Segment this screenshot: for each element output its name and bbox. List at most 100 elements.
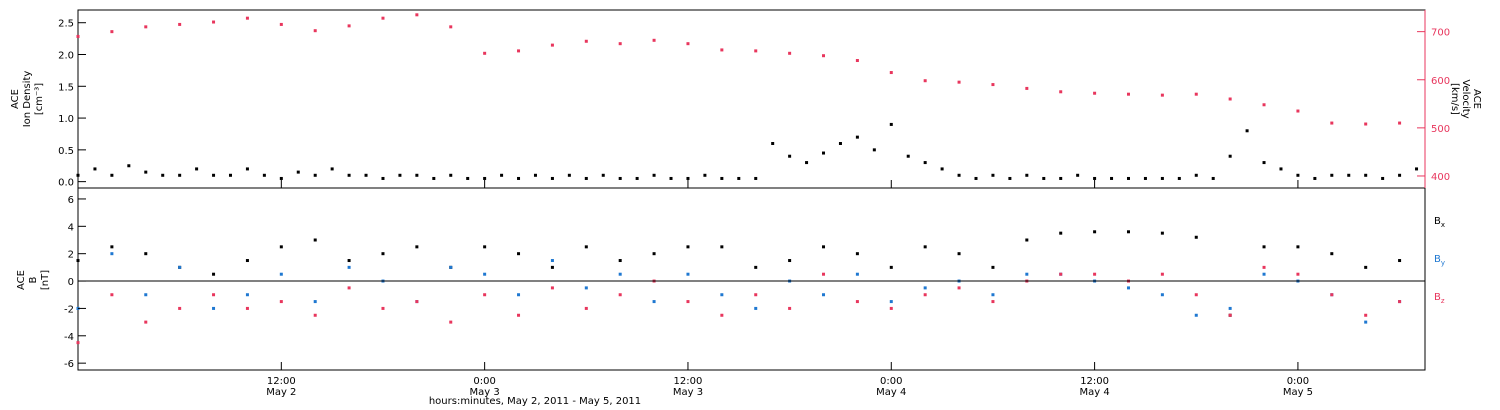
bx-point (245, 259, 249, 263)
density-point (584, 176, 588, 180)
x-tick-label-time: 12:00 (674, 376, 703, 387)
bx-point (76, 259, 80, 263)
density-tick-label: 0.5 (58, 146, 74, 157)
velocity-tick-label: 700 (1431, 28, 1450, 39)
b-tick-label: -2 (64, 304, 74, 315)
velocity-point (1194, 92, 1198, 96)
bx-point (483, 245, 487, 249)
bx-point (855, 252, 859, 256)
density-point (974, 176, 978, 180)
b-axis-title-1: ACE (16, 270, 27, 290)
bz-point (957, 286, 961, 290)
density-point (703, 173, 707, 177)
density-point (466, 176, 470, 180)
density-point (1042, 176, 1046, 180)
density-tick-label: 1.5 (58, 82, 74, 93)
velocity-point (415, 13, 419, 17)
bz-point (449, 320, 453, 324)
bx-point (1262, 245, 1266, 249)
bx-point (347, 259, 351, 263)
velocity-point (618, 42, 622, 46)
velocity-tick-label: 500 (1431, 124, 1450, 135)
by-point (1025, 272, 1029, 276)
velocity-point (754, 49, 758, 53)
bz-point (991, 300, 995, 304)
bz-point (618, 293, 622, 297)
bx-point (212, 272, 216, 276)
b-tick-label: 6 (68, 195, 74, 206)
density-point (1313, 176, 1317, 180)
bx-point (279, 245, 283, 249)
density-point (1126, 176, 1130, 180)
density-point (500, 173, 504, 177)
b-tick-label: 4 (68, 222, 74, 233)
velocity-point (720, 48, 724, 52)
bz-point (923, 293, 927, 297)
density-point (652, 173, 656, 177)
density-series (76, 122, 1419, 180)
density-point (262, 173, 266, 177)
density-point (940, 167, 944, 171)
bx-point (584, 245, 588, 249)
density-tick-label: 2.0 (58, 51, 74, 62)
density-point (788, 154, 792, 158)
density-point (279, 176, 283, 180)
density-point (1110, 176, 1114, 180)
density-point (1211, 176, 1215, 180)
by-point (1228, 306, 1232, 310)
by-point (618, 272, 622, 276)
bx-series (76, 230, 1402, 317)
top-panel-frame (77, 9, 1426, 189)
bx-point (991, 265, 995, 269)
velocity-axis-title-3: [km/s] (1449, 83, 1460, 115)
density-point (1364, 173, 1368, 177)
bz-point (1262, 265, 1266, 269)
bz-point (1364, 313, 1368, 317)
by-point (483, 272, 487, 276)
bottom-panel-frame (77, 187, 1426, 371)
velocity-point (178, 22, 182, 26)
by-point (1262, 272, 1266, 276)
density-point (212, 173, 216, 177)
bz-point (720, 313, 724, 317)
density-point (93, 167, 97, 171)
density-point (567, 173, 571, 177)
bz-point (212, 293, 216, 297)
density-point (805, 161, 809, 165)
x-tick-label-time: 0:00 (880, 376, 902, 387)
density-point (686, 176, 690, 180)
bx-point (618, 259, 622, 263)
by-point (1194, 313, 1198, 317)
b-tick-label: -6 (64, 359, 74, 370)
density-point (76, 173, 80, 177)
bz-point (245, 306, 249, 310)
by-point (245, 293, 249, 297)
density-point (1160, 176, 1164, 180)
bx-point (788, 259, 792, 263)
velocity-point (144, 25, 148, 29)
legend-by: By (1434, 254, 1445, 267)
density-point (635, 176, 639, 180)
bz-point (279, 300, 283, 304)
by-point (686, 272, 690, 276)
bz-point (855, 300, 859, 304)
density-point (838, 142, 842, 145)
b-axis-title-2: B (28, 276, 39, 283)
x-tick-label-date: May 2 (266, 387, 296, 398)
svg-text:By: By (1434, 254, 1445, 267)
by-point (550, 259, 554, 263)
bx-point (822, 245, 826, 249)
velocity-point (212, 20, 216, 24)
density-point (381, 176, 385, 180)
by-point (517, 293, 521, 297)
density-point (415, 173, 419, 177)
density-point (771, 142, 775, 145)
density-point (398, 173, 402, 177)
density-point (127, 164, 131, 168)
density-point (550, 176, 554, 180)
velocity-point (550, 43, 554, 47)
bz-point (1228, 313, 1232, 317)
b-tick-label: 2 (68, 250, 74, 261)
by-point (889, 300, 893, 304)
